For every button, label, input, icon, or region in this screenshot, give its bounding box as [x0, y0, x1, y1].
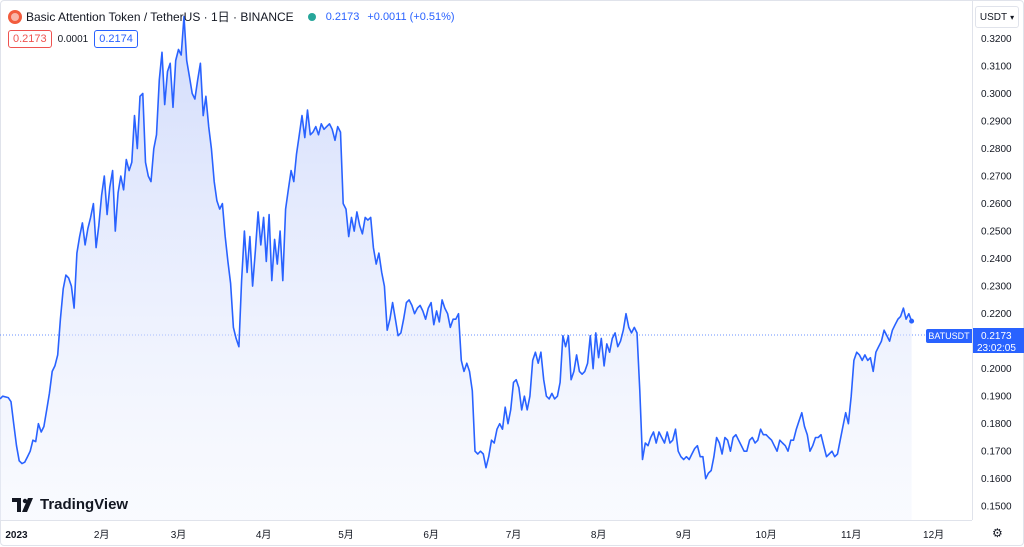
x-tick-label: 8月 [591, 529, 607, 541]
currency-selector[interactable]: USDT ▾ [975, 6, 1019, 28]
price-label-countdown: 23:02:05 [977, 343, 1016, 354]
y-tick-label: 0.2600 [981, 199, 1012, 210]
x-tick-label: 12月 [923, 529, 944, 541]
y-tick-label: 0.2000 [981, 364, 1012, 375]
sell-price-button[interactable]: 0.2173 [8, 30, 52, 48]
y-tick-label: 0.1500 [981, 502, 1012, 513]
bat-logo-icon [8, 9, 22, 24]
y-tick-label: 0.2800 [981, 144, 1012, 155]
price-line-series[interactable] [0, 15, 913, 480]
x-tick-label: 10月 [756, 529, 777, 541]
last-price-point [909, 318, 915, 324]
y-tick-label: 0.2500 [981, 227, 1012, 238]
x-tick-label: 7月 [506, 529, 522, 541]
price-label-box [973, 328, 1024, 353]
currency-label: USDT [979, 11, 1008, 23]
price-change: +0.0011 (+0.51%) [367, 10, 455, 23]
y-tick-label: 0.2200 [981, 309, 1012, 320]
x-tick-label: 11月 [841, 529, 861, 541]
x-tick-label: 4月 [256, 529, 272, 541]
x-tick-label: 2023 [5, 530, 28, 541]
chevron-down-icon: ▾ [1010, 12, 1015, 22]
y-tick-label: 0.3000 [981, 89, 1012, 100]
x-tick-label: 2月 [94, 529, 110, 541]
tradingview-mark-icon [12, 497, 33, 512]
spread-value: 0.0001 [57, 33, 89, 45]
time-axis[interactable]: 2023 2月 3月 4月 5月 6月 7月 8月 9月 10月 11月 12月 [0, 520, 972, 547]
settings-gear-icon[interactable]: ⚙ [992, 526, 1003, 540]
chart-plot-area[interactable] [0, 0, 972, 520]
symbol-title[interactable]: Basic Attention Token / TetherUS · 1日 · … [26, 10, 294, 24]
y-tick-label: 0.1900 [981, 392, 1012, 403]
price-area-fill [0, 16, 912, 520]
chart-legend: Basic Attention Token / TetherUS · 1日 · … [8, 8, 455, 25]
x-tick-label: 6月 [423, 529, 439, 541]
x-tick-label: 3月 [171, 529, 187, 541]
market-status-icon [307, 12, 316, 21]
tradingview-logo[interactable]: TradingView [12, 496, 128, 513]
y-tick-label: 0.3200 [981, 34, 1012, 45]
symbol-price-tag: BATUSDT [926, 329, 972, 343]
bid-ask-row: 0.2173 0.0001 0.2174 [8, 30, 138, 48]
y-tick-label: 0.2900 [981, 117, 1012, 128]
y-tick-label: 0.2700 [981, 172, 1012, 183]
y-tick-label: 0.2400 [981, 254, 1012, 265]
y-tick-label: 0.1700 [981, 447, 1012, 458]
y-tick-label: 0.3100 [981, 62, 1012, 73]
y-tick-label: 0.1800 [981, 419, 1012, 430]
y-tick-label: 0.2300 [981, 282, 1012, 293]
price-label-value: 0.2173 [981, 331, 1012, 342]
x-tick-label: 5月 [338, 529, 354, 541]
price-axis[interactable]: 0.33000.32000.31000.30000.29000.28000.27… [972, 0, 1024, 520]
last-price: 0.2173 [325, 10, 360, 23]
tradingview-wordmark: TradingView [40, 496, 129, 513]
y-tick-label: 0.1600 [981, 474, 1012, 485]
buy-price-button[interactable]: 0.2174 [94, 30, 138, 48]
x-tick-label: 9月 [676, 529, 692, 541]
